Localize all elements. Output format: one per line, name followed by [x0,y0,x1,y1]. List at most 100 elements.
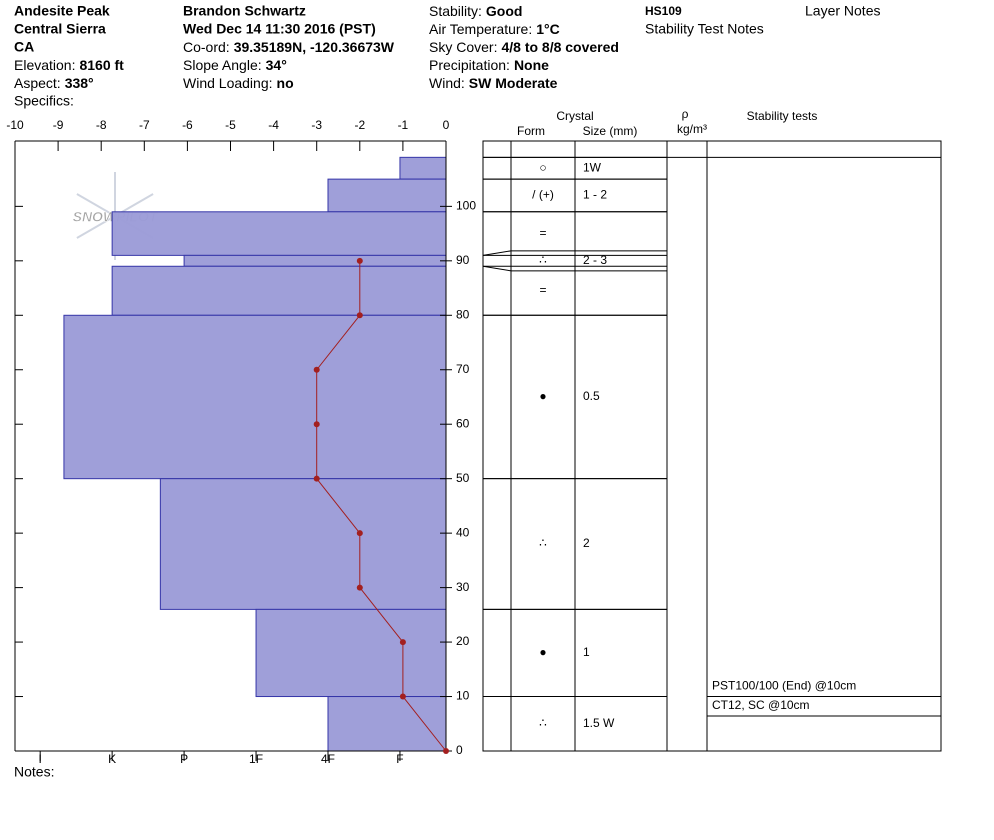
hardness-tick-label: F [396,752,403,766]
label: Co-ord: [183,39,230,55]
coord: Co-ord: 39.35189N, -120.36673W [183,39,395,55]
value: 34° [266,57,287,73]
crystal-size: 1 - 2 [583,188,607,202]
hardness-tick-label: I [39,752,42,766]
hardness-tick-label: 1F [249,752,263,766]
notes: Notes: [14,764,54,780]
crystal-size: 0.5 [583,389,600,403]
x-tick-label: -8 [96,118,107,132]
hardness-bar [183,254,447,267]
temperature-point [313,475,320,482]
label: Slope Angle: [183,57,262,73]
temperature-point [399,639,406,646]
y-tick-label: 90 [456,253,470,267]
crystal-size: 1W [583,160,602,174]
condition: Sky Cover: 4/8 to 8/8 covered [429,39,619,55]
x-tick-label: -6 [182,118,193,132]
value: 1°C [536,21,560,37]
y-tick-label: 40 [456,525,470,539]
observer: Brandon Schwartz [183,3,306,19]
hardness-bar [63,314,447,480]
temperature-point [356,312,363,319]
label: Air Temperature: [429,21,532,37]
condition: Air Temperature: 1°C [429,21,560,37]
hardness-bar [327,696,447,752]
crystal-form: ∴ [539,253,547,267]
temperature-line [316,260,447,752]
temperature-point [399,693,406,700]
y-tick-label: 100 [456,199,476,213]
x-tick-label: -1 [398,118,409,132]
value: SW Moderate [469,75,558,91]
temperature-point [356,257,363,264]
value: 4/8 to 8/8 covered [501,39,619,55]
x-tick-label: -5 [225,118,236,132]
x-tick-label: -7 [139,118,150,132]
x-tick-label: -2 [354,118,365,132]
label: Elevation: [14,57,75,73]
logo-flake [76,215,116,239]
x-tick-label: 0 [443,118,450,132]
value: 338° [65,75,94,91]
temperature-point [313,421,320,428]
x-tick-label: -9 [53,118,64,132]
hardness-tick-label: K [108,752,116,766]
hardness-bar [111,265,447,316]
value: no [277,75,294,91]
value: Good [486,3,523,19]
label: Precipitation: [429,57,510,73]
location: Central Sierra [14,21,106,37]
label: Aspect: [14,75,61,91]
y-tick-label: 50 [456,471,470,485]
table-frame [482,140,942,752]
crystal-form: / (+) [532,188,554,202]
x-tick-label: -3 [311,118,322,132]
specifics: Specifics: [14,93,74,109]
location: CA [14,39,34,55]
hardness-bar [111,211,447,256]
layer-boundary [482,265,512,272]
datetime: Wed Dec 14 11:30 2016 (PST) [183,21,376,37]
crystal-size: 1 [583,645,590,659]
crystal-size: 2 - 3 [583,253,607,267]
crystal-form: ∴ [539,536,547,550]
hardness-bar [399,156,447,180]
table-header: Stability tests [747,109,818,123]
crystal-size: 2 [583,536,590,550]
table-header: kg/m³ [677,122,707,136]
crystal-form: ● [539,645,546,659]
table-header: ρ [682,107,689,121]
crystal-size: 1.5 W [583,716,615,730]
stability-test-notes: Stability Test Notes [645,21,764,37]
condition: Wind: SW Moderate [429,75,558,91]
y-tick-label: 30 [456,580,470,594]
value: None [514,57,549,73]
x-tick-label: -4 [268,118,279,132]
stability-test: PST100/100 (End) @10cm [712,679,856,693]
layer-notes: Layer Notes [805,3,880,19]
crystal-form: = [539,226,546,240]
logo-flake [76,193,116,217]
label: Sky Cover: [429,39,497,55]
y-tick-label: 70 [456,362,470,376]
y-tick-label: 60 [456,416,470,430]
elevation: Elevation: 8160 ft [14,57,124,73]
hardness-tick-label: P [180,752,188,766]
table-header: Size (mm) [583,124,638,138]
label: Wind: [429,75,465,91]
table-header: Crystal [556,109,593,123]
condition: Stability: Good [429,3,522,19]
aspect: Aspect: 338° [14,75,94,91]
value: 39.35189N, -120.36673W [234,39,395,55]
stability-test: CT12, SC @10cm [712,698,810,712]
hardness-tick-label: 4F [321,752,335,766]
y-tick-label: 80 [456,307,470,321]
hardness-bar [255,608,447,698]
y-tick-label: 10 [456,689,470,703]
crystal-form: ○ [539,160,546,174]
table-header: Form [517,124,545,138]
hardness-bar [327,178,447,213]
y-tick-label: 20 [456,634,470,648]
crystal-form: ∴ [539,716,547,730]
